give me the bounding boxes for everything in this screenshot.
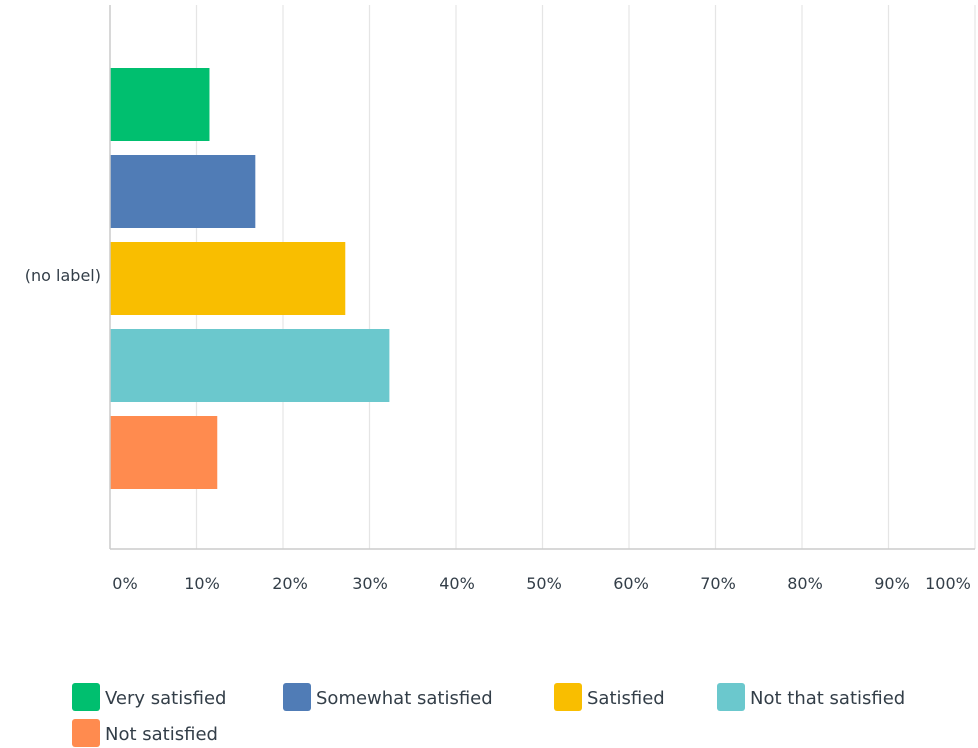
x-tick-label: 70% [700,574,736,593]
x-tick-label: 10% [184,574,220,593]
x-tick-label: 20% [272,574,308,593]
bar-very-satisfied [110,68,210,141]
legend-label-not-that-satisfied: Not that satisfied [750,688,905,709]
axes [109,5,975,550]
x-tick-label: 0% [112,574,137,593]
x-tick-label: 90% [874,574,910,593]
bar-satisfied [110,242,346,315]
bar-not-that-satisfied [110,329,390,402]
legend-swatch-somewhat-satisfied [283,683,311,711]
legend-label-not-satisfied: Not satisfied [105,724,218,745]
category-label: (no label) [25,266,101,285]
x-tick-label: 60% [613,574,649,593]
legend-swatch-not-that-satisfied [717,683,745,711]
legend-swatch-very-satisfied [72,683,100,711]
category-labels: (no label) [25,266,101,285]
legend-label-satisfied: Satisfied [587,688,665,709]
gridlines [195,5,976,549]
legend-swatch-not-satisfied [72,719,100,747]
x-tick-label: 40% [439,574,475,593]
legend: Very satisfied Somewhat satisfied Satisfie… [72,683,905,747]
legend-label-somewhat-satisfied: Somewhat satisfied [316,688,493,709]
x-tick-label: 30% [352,574,388,593]
bar-somewhat-satisfied [110,155,256,228]
x-tick-label: 50% [526,574,562,593]
x-tick-label: 80% [787,574,823,593]
legend-swatch-satisfied [554,683,582,711]
x-tick-label: 100% [925,574,971,593]
x-tick-labels: 0% 10% 20% 30% 40% 50% 60% 70% 80% 90% 100% [112,574,971,593]
bar-not-satisfied [110,416,218,489]
legend-label-very-satisfied: Very satisfied [105,688,226,709]
bar-series [110,68,390,489]
